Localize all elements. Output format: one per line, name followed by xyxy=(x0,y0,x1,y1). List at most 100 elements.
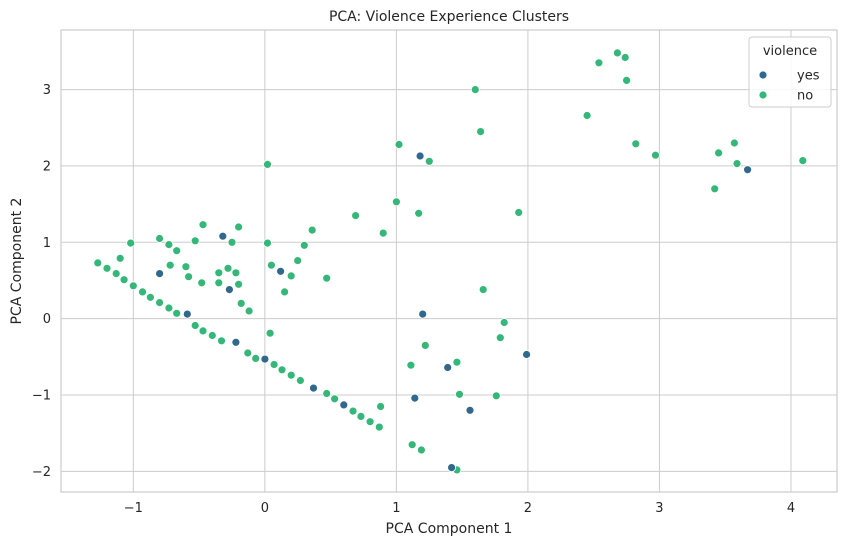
data-point-no xyxy=(376,402,386,411)
x-axis-title: PCA Component 1 xyxy=(386,521,513,537)
data-point-no xyxy=(214,278,224,288)
data-point-no xyxy=(197,278,207,288)
data-point-no xyxy=(622,76,631,85)
x-tick-label: 1 xyxy=(392,501,400,516)
data-point-no xyxy=(128,281,138,291)
data-point-yes xyxy=(415,151,425,161)
data-point-no xyxy=(798,156,808,166)
data-point-no xyxy=(190,321,200,330)
data-point-no xyxy=(214,268,224,278)
data-point-no xyxy=(190,236,200,246)
y-tick-label: 1 xyxy=(43,236,51,251)
data-point-no xyxy=(184,272,194,282)
y-tick-label: 0 xyxy=(43,312,51,327)
data-point-no xyxy=(111,269,121,279)
data-point-no xyxy=(217,336,226,346)
data-point-no xyxy=(416,445,426,455)
data-point-no xyxy=(227,237,237,247)
chart-title: PCA: Violence Experience Clusters xyxy=(329,9,569,25)
data-point-no xyxy=(455,389,464,399)
data-point-no xyxy=(119,275,129,285)
legend-marker-yes xyxy=(758,70,768,80)
data-point-yes xyxy=(465,405,475,415)
data-point-no xyxy=(286,370,296,380)
data-point-yes xyxy=(260,354,270,364)
data-point-no xyxy=(714,148,723,158)
legend-title: violence xyxy=(763,44,817,59)
data-point-no xyxy=(207,331,217,340)
data-point-no xyxy=(145,292,155,302)
data-point-no xyxy=(172,308,182,318)
data-point-no xyxy=(277,365,287,375)
data-point-no xyxy=(293,256,303,266)
data-point-no xyxy=(164,303,174,313)
data-point-no xyxy=(138,287,147,297)
data-point-no xyxy=(407,440,417,450)
data-point-no xyxy=(165,260,175,270)
data-point-no xyxy=(263,238,272,248)
data-point-no xyxy=(307,225,317,235)
data-point-no xyxy=(476,127,486,137)
data-point-no xyxy=(594,58,604,68)
data-point-no xyxy=(265,328,275,338)
data-point-no xyxy=(478,285,488,295)
data-point-no xyxy=(198,326,208,336)
data-point-yes xyxy=(418,309,428,319)
legend-label-yes: yes xyxy=(797,69,820,84)
data-point-yes xyxy=(443,363,453,372)
data-point-no xyxy=(406,360,416,370)
tick-labels: −1 0 1 2 3 4 −2 −1 0 1 2 3 xyxy=(32,83,795,516)
data-point-no xyxy=(322,389,332,398)
data-point-no xyxy=(491,391,501,401)
data-point-no xyxy=(495,333,505,343)
data-point-no xyxy=(266,260,276,270)
data-points xyxy=(93,48,808,475)
data-point-no xyxy=(295,376,305,385)
legend-label-no: no xyxy=(797,89,813,104)
data-point-no xyxy=(181,262,191,272)
y-tick-label: −2 xyxy=(32,465,51,480)
data-point-yes xyxy=(447,463,457,473)
data-point-no xyxy=(348,406,358,416)
data-point-no xyxy=(732,159,742,169)
data-point-no xyxy=(102,263,112,273)
data-point-no xyxy=(374,422,384,432)
data-point-yes xyxy=(410,393,420,403)
y-tick-label: −1 xyxy=(32,389,51,404)
legend: violence yes no xyxy=(748,36,832,108)
data-point-no xyxy=(651,150,660,160)
data-point-no xyxy=(280,287,290,297)
data-point-no xyxy=(115,253,125,263)
data-point-no xyxy=(286,271,296,281)
data-point-no xyxy=(356,411,366,421)
plot-frame xyxy=(60,29,838,493)
data-point-no xyxy=(223,263,233,273)
x-tick-label: 0 xyxy=(261,501,269,516)
data-point-no xyxy=(155,298,165,308)
data-point-no xyxy=(351,211,361,221)
y-axis-title: PCA Component 2 xyxy=(9,198,25,325)
data-point-no xyxy=(420,340,430,350)
data-point-no xyxy=(499,318,509,327)
data-point-no xyxy=(322,273,332,283)
data-point-no xyxy=(365,417,375,427)
data-point-no xyxy=(631,139,641,149)
data-point-yes xyxy=(522,350,531,359)
data-point-yes xyxy=(743,165,752,175)
data-point-no xyxy=(164,240,174,250)
data-point-no xyxy=(172,246,182,256)
data-point-no xyxy=(330,394,340,404)
data-point-no xyxy=(126,238,136,248)
data-point-no xyxy=(514,208,524,217)
data-point-no xyxy=(263,159,272,169)
data-point-yes xyxy=(155,269,165,279)
x-tick-label: 2 xyxy=(524,501,532,516)
data-point-no xyxy=(424,156,434,166)
y-tick-label: 3 xyxy=(43,83,51,98)
data-point-no xyxy=(236,298,246,308)
data-point-no xyxy=(234,279,244,289)
data-point-no xyxy=(155,234,165,243)
data-point-no xyxy=(613,48,622,58)
data-point-no xyxy=(299,240,309,250)
